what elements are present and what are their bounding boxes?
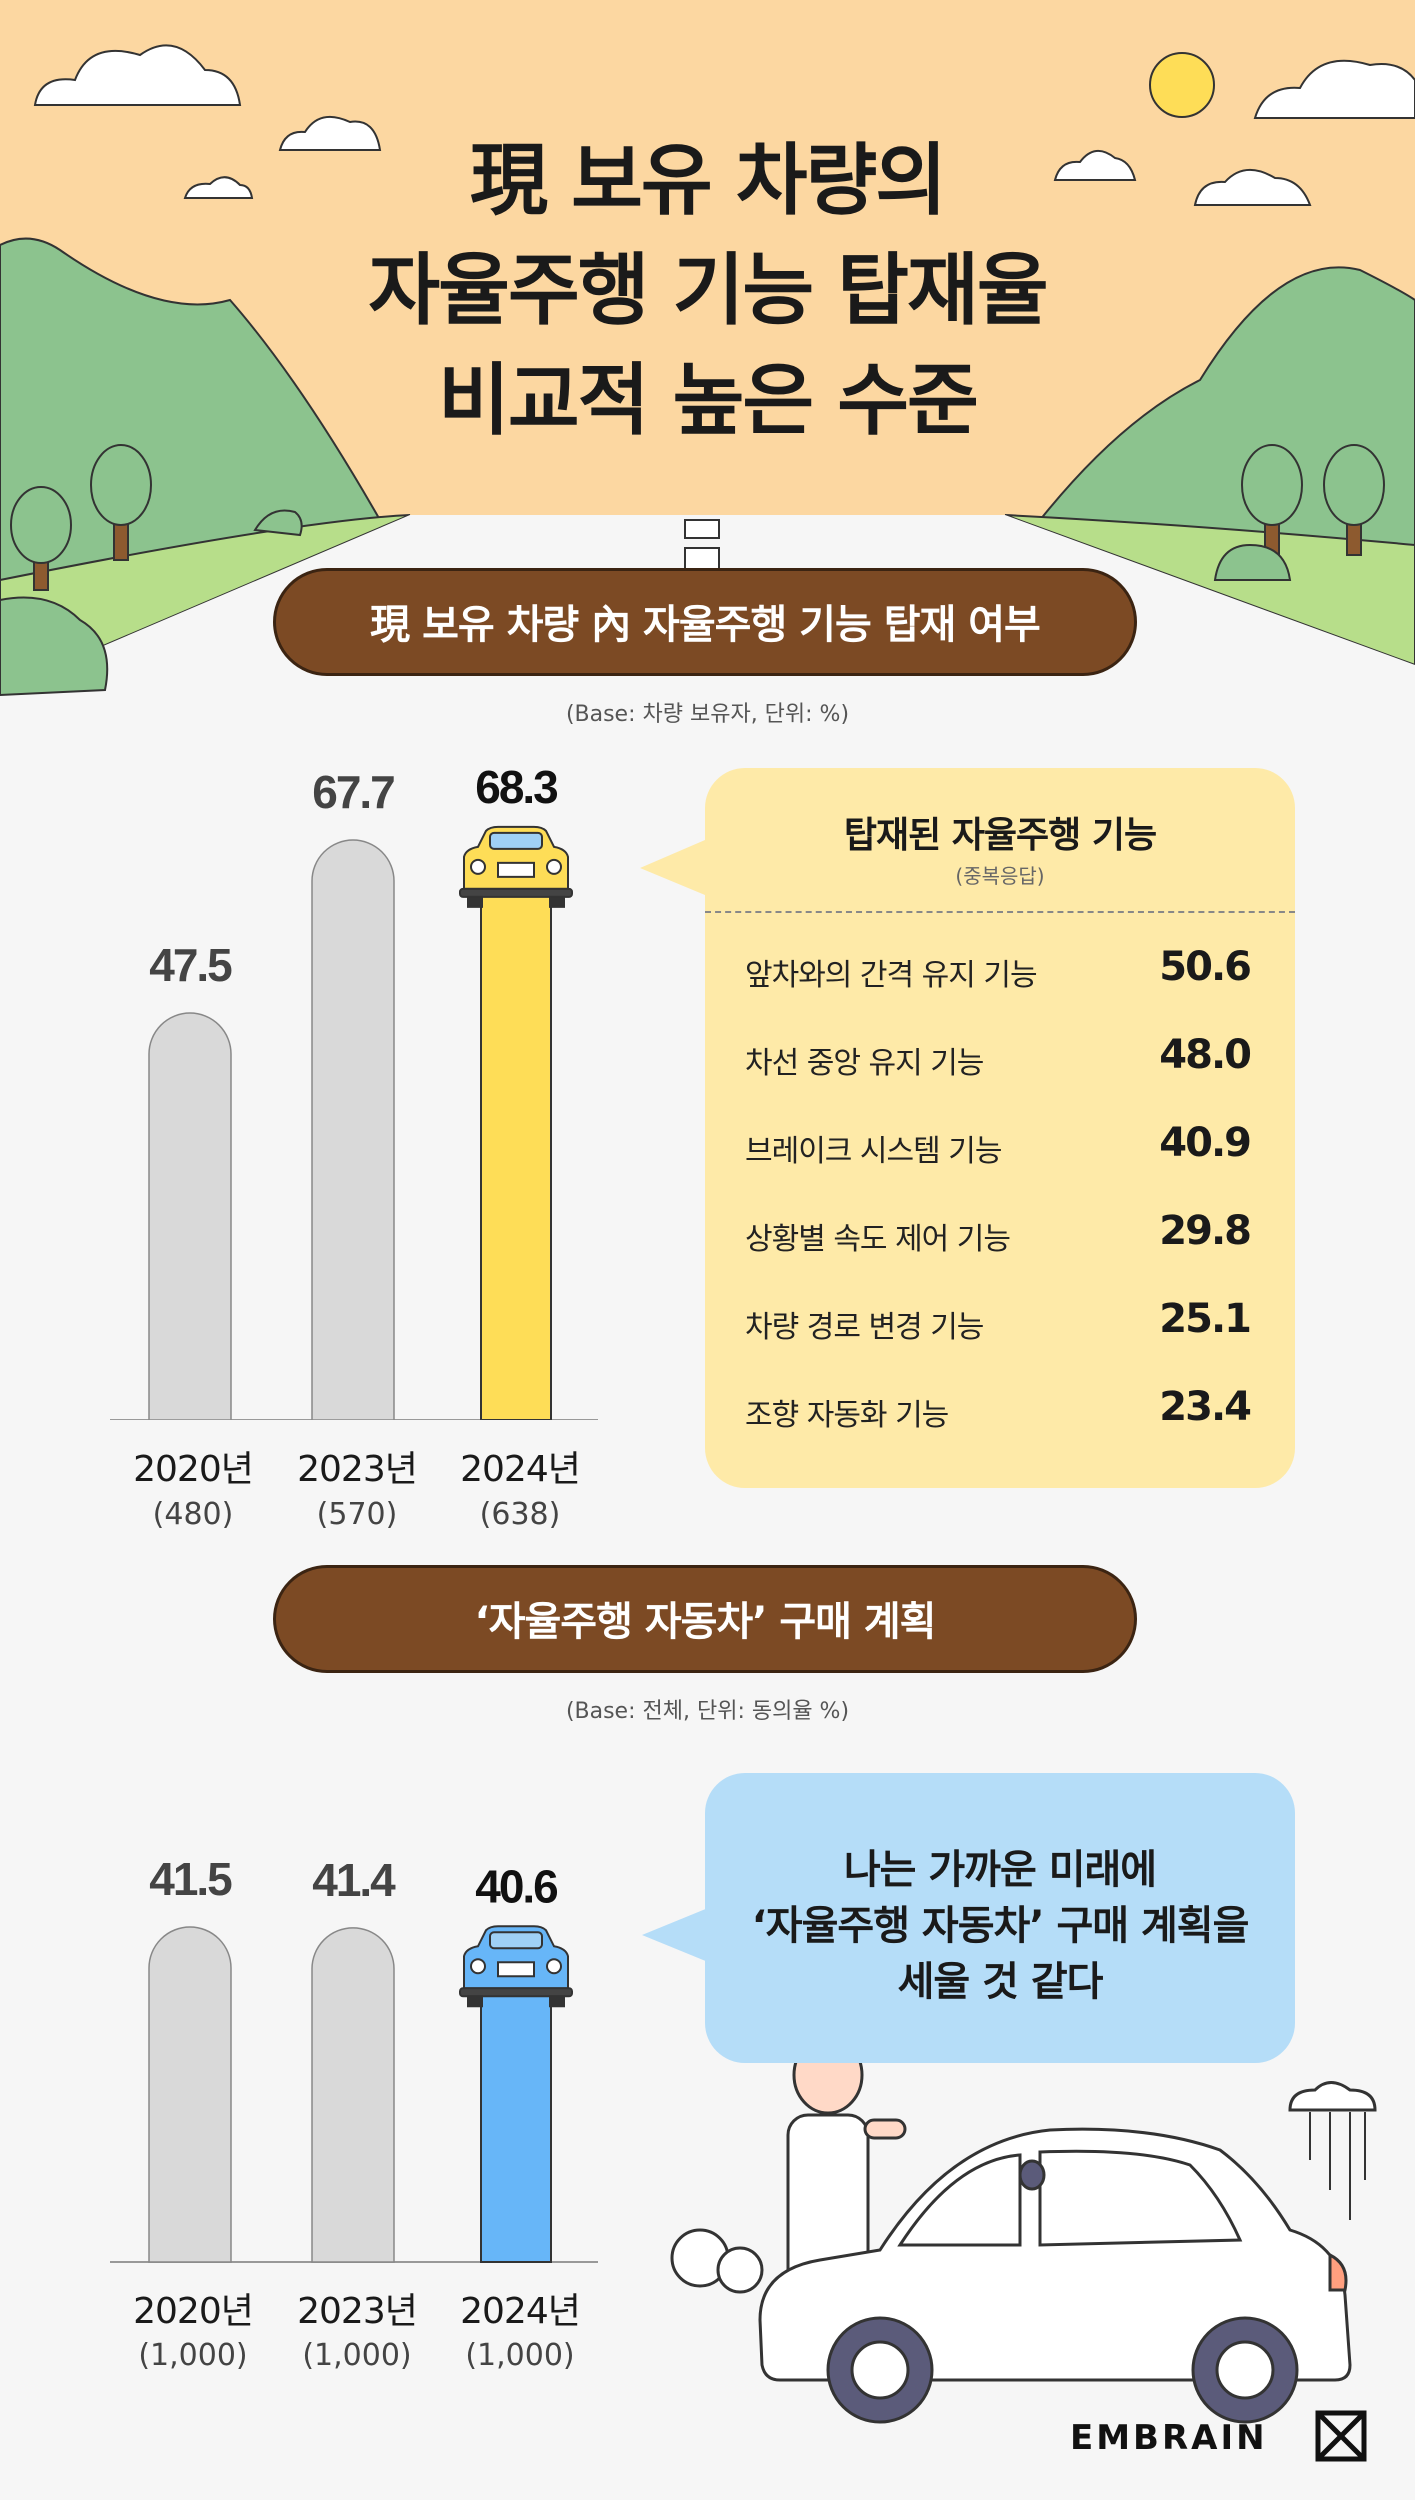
chart2-base-1: (1,000) <box>302 2338 412 2373</box>
feature-label-5: 조향 자동화 기능 <box>745 1398 949 1433</box>
chart2-value-label-2: 40.6 <box>475 1860 557 1912</box>
chart2-base-2: (1,000) <box>465 2338 575 2373</box>
chart2-bar-0 <box>148 1926 232 2263</box>
features-panel-subtitle: (중복응답) <box>955 864 1045 888</box>
features-panel-divider <box>705 911 1295 913</box>
chart1-xlabel-1: 2023년 <box>297 1449 418 1490</box>
feature-label-0: 앞차와의 간격 유지 기능 <box>745 958 1038 993</box>
clouds <box>33 44 1415 206</box>
person-with-car-illustration <box>670 2031 1377 2424</box>
feature-value-5: 23.4 <box>1159 1384 1252 1430</box>
chart1-bars: 47.5 67.7 68.3 <box>110 761 598 1420</box>
chart2-bars: 41.5 41.4 40.6 <box>110 1853 598 2263</box>
sun-icon <box>1149 52 1215 118</box>
brand-mark-icon <box>1315 2410 1367 2462</box>
feature-value-1: 48.0 <box>1159 1032 1252 1078</box>
feature-value-4: 25.1 <box>1159 1296 1252 1342</box>
chart1-bar-1 <box>311 839 395 1420</box>
chart1-base-0: (480) <box>152 1497 234 1532</box>
purchase-plan-bubble <box>705 1773 1295 2063</box>
chart1-base-1: (570) <box>316 1497 398 1532</box>
feature-value-3: 29.8 <box>1159 1208 1252 1254</box>
chart2-xlabel-1: 2023년 <box>297 2291 418 2332</box>
brand-logo-text: EMBRAIN <box>1070 2418 1268 2458</box>
chart2-xlabel-2: 2024년 <box>460 2291 581 2332</box>
feature-value-2: 40.9 <box>1159 1120 1252 1166</box>
bubble-line-1: 나는 가까운 미래에 <box>843 1847 1157 1893</box>
title-line-2: 자율주행 기능 탑재율 <box>368 246 1048 336</box>
section2-base-note: (Base: 전체, 단위: 동의율 %) <box>565 1699 850 1724</box>
features-panel-title: 탑재된 자율주행 기능 <box>843 815 1157 856</box>
chart1-base-2: (638) <box>479 1497 561 1532</box>
chart2-bar-2 <box>480 1983 552 2263</box>
title-line-3: 비교적 높은 수준 <box>438 356 979 446</box>
feature-value-0: 50.6 <box>1159 944 1252 990</box>
chart1-xlabel-2: 2024년 <box>460 1449 581 1490</box>
chart1-value-label-1: 67.7 <box>312 766 394 818</box>
chart1-bar-2 <box>480 883 552 1420</box>
chart1-car-icon <box>459 825 573 908</box>
bubble-line-3: 세울 것 같다 <box>897 1959 1104 2005</box>
features-panel: 탑재된 자율주행 기능 (중복응답) <box>705 768 1295 1488</box>
trees <box>0 444 1385 697</box>
feature-label-2: 브레이크 시스템 기능 <box>745 1134 1002 1169</box>
bubble-line-2: ‘자율주행 자동차’ 구매 계획을 <box>751 1903 1250 1949</box>
chart1-value-label-0: 47.5 <box>149 939 232 991</box>
chart2-car-icon <box>459 1925 573 2008</box>
chart2-value-label-1: 41.4 <box>312 1854 396 1906</box>
chart2-value-label-0: 41.5 <box>149 1853 232 1905</box>
chart1-bar-0 <box>148 1012 232 1420</box>
section1-header: 現 보유 차량 內 자율주행 기능 탑재 여부 <box>273 568 1137 676</box>
chart1-value-label-2: 68.3 <box>475 761 557 813</box>
chart2-bar-1 <box>311 1927 395 2263</box>
chart2-xlabel-0: 2020년 <box>133 2291 254 2332</box>
chart1-xlabel-0: 2020년 <box>133 1449 254 1490</box>
feature-label-1: 차선 중앙 유지 기능 <box>745 1046 984 1081</box>
title-line-1: 現 보유 차량의 <box>469 136 947 226</box>
section2-header: ‘자율주행 자동차’ 구매 계획 <box>273 1565 1137 1673</box>
section1-base-note: (Base: 차량 보유자, 단위: %) <box>565 702 850 727</box>
feature-label-3: 상황별 속도 제어 기능 <box>745 1222 1011 1257</box>
feature-label-4: 차량 경로 변경 기능 <box>745 1310 984 1345</box>
chart2-base-0: (1,000) <box>138 2338 248 2373</box>
